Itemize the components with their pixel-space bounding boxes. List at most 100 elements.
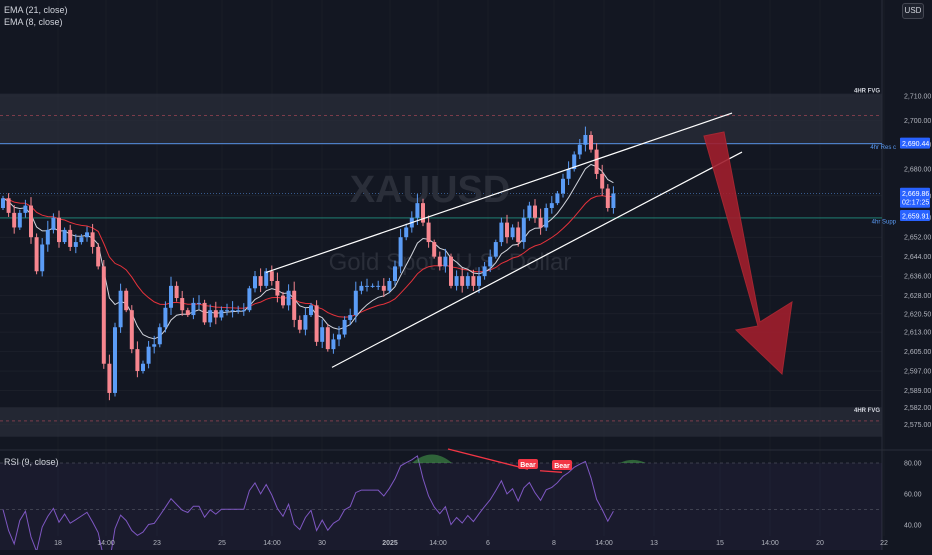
wedge-upper-trendline[interactable] <box>265 112 733 274</box>
candle <box>600 173 605 189</box>
candle <box>101 266 106 364</box>
candle <box>465 276 470 286</box>
candle <box>236 310 241 312</box>
candle <box>381 285 386 291</box>
rsi-band <box>0 463 882 555</box>
candle <box>460 276 465 286</box>
candle <box>1 198 5 209</box>
watermark-symbol: XAUUSD <box>350 169 510 211</box>
zone-label-fvg-top: 4HR FVG <box>854 88 880 94</box>
price-tick: 2,636.00 <box>904 274 931 281</box>
candle <box>449 256 453 286</box>
price-tick: 2,605.00 <box>904 349 931 356</box>
indicator-legend: EMA (21, close) EMA (8, close) <box>4 4 68 28</box>
rsi-overbought-fill <box>412 454 452 463</box>
candle <box>342 319 347 335</box>
time-tick: 14:00 <box>595 540 613 547</box>
candle <box>174 285 179 299</box>
candle <box>51 217 56 230</box>
rsi-divergence-line <box>539 470 563 473</box>
candle <box>303 315 308 330</box>
candle <box>96 246 101 267</box>
candle <box>90 232 95 247</box>
currency-button[interactable]: USD <box>902 3 924 19</box>
candle <box>85 232 89 238</box>
candle <box>23 205 28 213</box>
candle <box>577 144 582 155</box>
price-tick: 2,644.00 <box>904 254 931 261</box>
time-tick: 13 <box>650 540 658 547</box>
last-price-tag-bg <box>900 187 930 208</box>
candle <box>477 276 481 286</box>
candle <box>107 363 112 393</box>
candle <box>241 310 246 312</box>
price-tick: 2,620.50 <box>904 311 931 318</box>
rsi-divergence-line <box>447 448 529 470</box>
time-tick: 23 <box>153 540 161 547</box>
candle <box>208 310 213 323</box>
candle <box>247 288 252 311</box>
candle <box>594 149 599 174</box>
candle <box>6 198 11 213</box>
time-tick: 8 <box>552 540 556 547</box>
candle <box>297 319 302 330</box>
candle <box>225 310 229 312</box>
last-price-tag: 2,669.86 <box>902 191 929 198</box>
candle <box>113 327 117 393</box>
candle <box>314 305 319 342</box>
candle <box>421 203 425 223</box>
rsi-tick: 40.00 <box>904 523 922 530</box>
price-tick: 2,582.00 <box>904 405 931 412</box>
time-tick: 18 <box>54 540 62 547</box>
candle <box>572 154 577 170</box>
price-tick: 2,589.00 <box>904 388 931 395</box>
time-tick: 30 <box>318 540 326 547</box>
candle <box>359 285 364 291</box>
candle <box>118 290 123 328</box>
rsi-tick: 60.00 <box>904 492 922 499</box>
bear-label-bg <box>518 459 538 469</box>
candle <box>426 222 431 243</box>
time-tick: 6 <box>486 540 490 547</box>
candle <box>376 285 381 287</box>
price-tick: 2,652.00 <box>904 235 931 242</box>
candle <box>213 310 218 318</box>
candle <box>611 193 616 209</box>
candle <box>482 266 487 277</box>
candle <box>68 229 73 247</box>
candle <box>286 290 291 306</box>
candle <box>79 237 84 243</box>
bear-label: Bear <box>554 463 570 470</box>
candle <box>264 271 269 286</box>
time-tick: 2025 <box>382 540 398 547</box>
candle <box>230 310 235 312</box>
legend-rsi[interactable]: RSI (9, close) <box>4 457 59 467</box>
candle <box>499 222 504 243</box>
candle <box>583 135 588 145</box>
rsi-tick: 80.00 <box>904 461 922 468</box>
candle <box>370 285 375 287</box>
ema21-line <box>2 195 614 318</box>
candle <box>516 227 521 243</box>
candle <box>605 188 610 209</box>
candle <box>169 285 173 308</box>
candle <box>353 290 358 316</box>
wedge-lower-trendline[interactable] <box>331 151 743 368</box>
candle <box>163 307 168 328</box>
candle <box>124 290 129 311</box>
candle <box>269 271 274 282</box>
candle <box>185 310 190 316</box>
candle <box>275 281 280 296</box>
candle <box>320 327 325 342</box>
legend-ema8[interactable]: EMA (8, close) <box>4 17 63 27</box>
candle <box>191 302 196 316</box>
candle <box>331 339 336 350</box>
legend-ema21[interactable]: EMA (21, close) <box>4 5 68 15</box>
candle <box>157 327 162 345</box>
support-price-tag: 2,659.91 <box>902 213 929 220</box>
price-tick: 2,575.00 <box>904 422 931 429</box>
candle <box>152 344 157 347</box>
